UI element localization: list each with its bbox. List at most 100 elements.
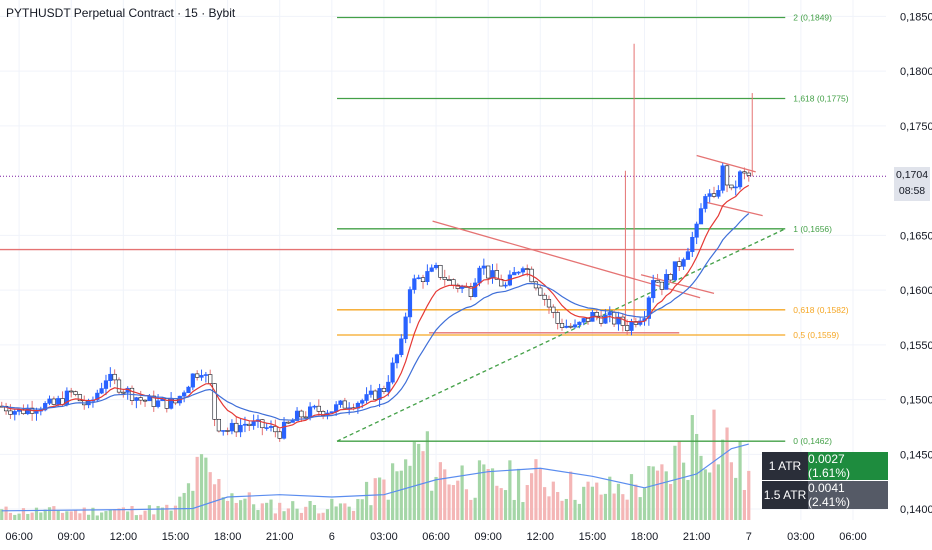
candle-body [520,268,526,273]
y-tick-label: 0,1550 [900,340,932,352]
volume-bar [152,514,156,520]
candle-body [720,165,725,191]
candle-body [538,287,543,296]
volume-bar [382,479,386,520]
candle-body [268,426,274,428]
candle-body [581,318,586,323]
candle-body [51,398,56,405]
volume-bar [734,477,738,520]
candle-body [277,431,282,439]
candle-body [69,390,74,393]
volume-bar [147,505,152,520]
volume-bar [239,500,243,520]
volume-bar [512,499,516,520]
volume-bar [56,510,60,520]
price-axis[interactable]: 0,1850 0,1800 0,1750 0,1650 0,1600 0,1550 0,15… [900,11,932,516]
candle-body [394,354,400,364]
candle-body [73,391,78,395]
candle-body [503,284,508,287]
fib-level-label: 2 (0,1849) [793,13,832,23]
volume-bar [616,483,621,520]
candle-body [121,391,126,394]
volume-bar [499,488,503,520]
volume-bar [625,499,629,520]
candle-body [134,397,139,401]
volume-bar [638,497,642,520]
candle-body [698,208,704,225]
volume-bar [304,506,308,520]
volume-bar [130,506,134,520]
volume-bar [121,507,125,520]
volume-bar [725,427,729,520]
y-tick-label: 0,1800 [900,66,932,78]
volume-bar [73,509,78,520]
volume-bar [682,462,686,520]
candle-body [77,394,83,402]
volume-bar [113,509,117,520]
volume-bar [321,512,325,520]
volume-bar [282,511,286,520]
candle-body [294,410,300,421]
candle-body [633,321,638,325]
candle-body [303,416,308,419]
time-axis[interactable]: 06:00 09:00 12:00 15:00 18:00 21:00 6 03:00 06:0… [5,531,866,543]
volume-bar [100,512,104,520]
x-tick-label: 09:00 [474,531,502,543]
candle-body [329,411,334,414]
volume-bar [564,498,568,520]
volume-bar [490,468,495,520]
candle-body [199,375,204,378]
volume-bar [482,464,486,520]
volume-bar [191,490,195,520]
candle-body [12,411,17,415]
current-price-tag: 0,1704 08:58 [894,167,930,201]
candle-body [542,294,547,300]
volume-bar [156,505,160,520]
volume-bar [34,507,39,520]
candle-body [577,321,582,326]
candle-body [290,420,295,423]
candle-body [555,312,560,324]
volume-bar [721,439,725,520]
volume-bar [569,471,573,520]
candle-body [429,267,434,272]
candle-body [486,265,491,279]
volume-bar [334,506,338,520]
volume-bar [108,509,112,520]
volume-bar [325,509,330,520]
candle-body [425,271,430,282]
volume-bar [186,483,191,520]
candle-body [716,190,721,197]
candle-body [151,395,156,407]
volume-bar [134,515,138,520]
volume-bar [347,506,351,520]
candle-body [729,184,734,189]
volume-bar [369,505,373,520]
candle-body [638,320,643,325]
trend-line [432,220,701,299]
candle-body [607,312,612,316]
volume-bar [695,433,699,520]
volume-bar [451,485,456,520]
volume-bar [360,499,364,520]
candle-body [551,306,556,313]
x-tick-label: 12:00 [110,531,138,543]
candle-body [242,423,248,426]
candle-body [516,271,521,274]
volume-bar [364,481,369,520]
volume-bar [703,469,707,520]
volume-bar [642,488,647,520]
volume-bar [404,459,408,520]
x-tick-label: 15:00 [162,531,190,543]
volume-bar [256,510,260,520]
candle-body [646,297,651,319]
candle-body [307,406,313,418]
x-tick-label: 06:00 [5,531,33,543]
trend-line [336,228,786,442]
volume-bar [408,465,412,520]
volume-bar [551,481,555,520]
x-tick-label: 21:00 [683,531,711,543]
candle-body [34,410,39,414]
volume-bar [308,500,312,520]
